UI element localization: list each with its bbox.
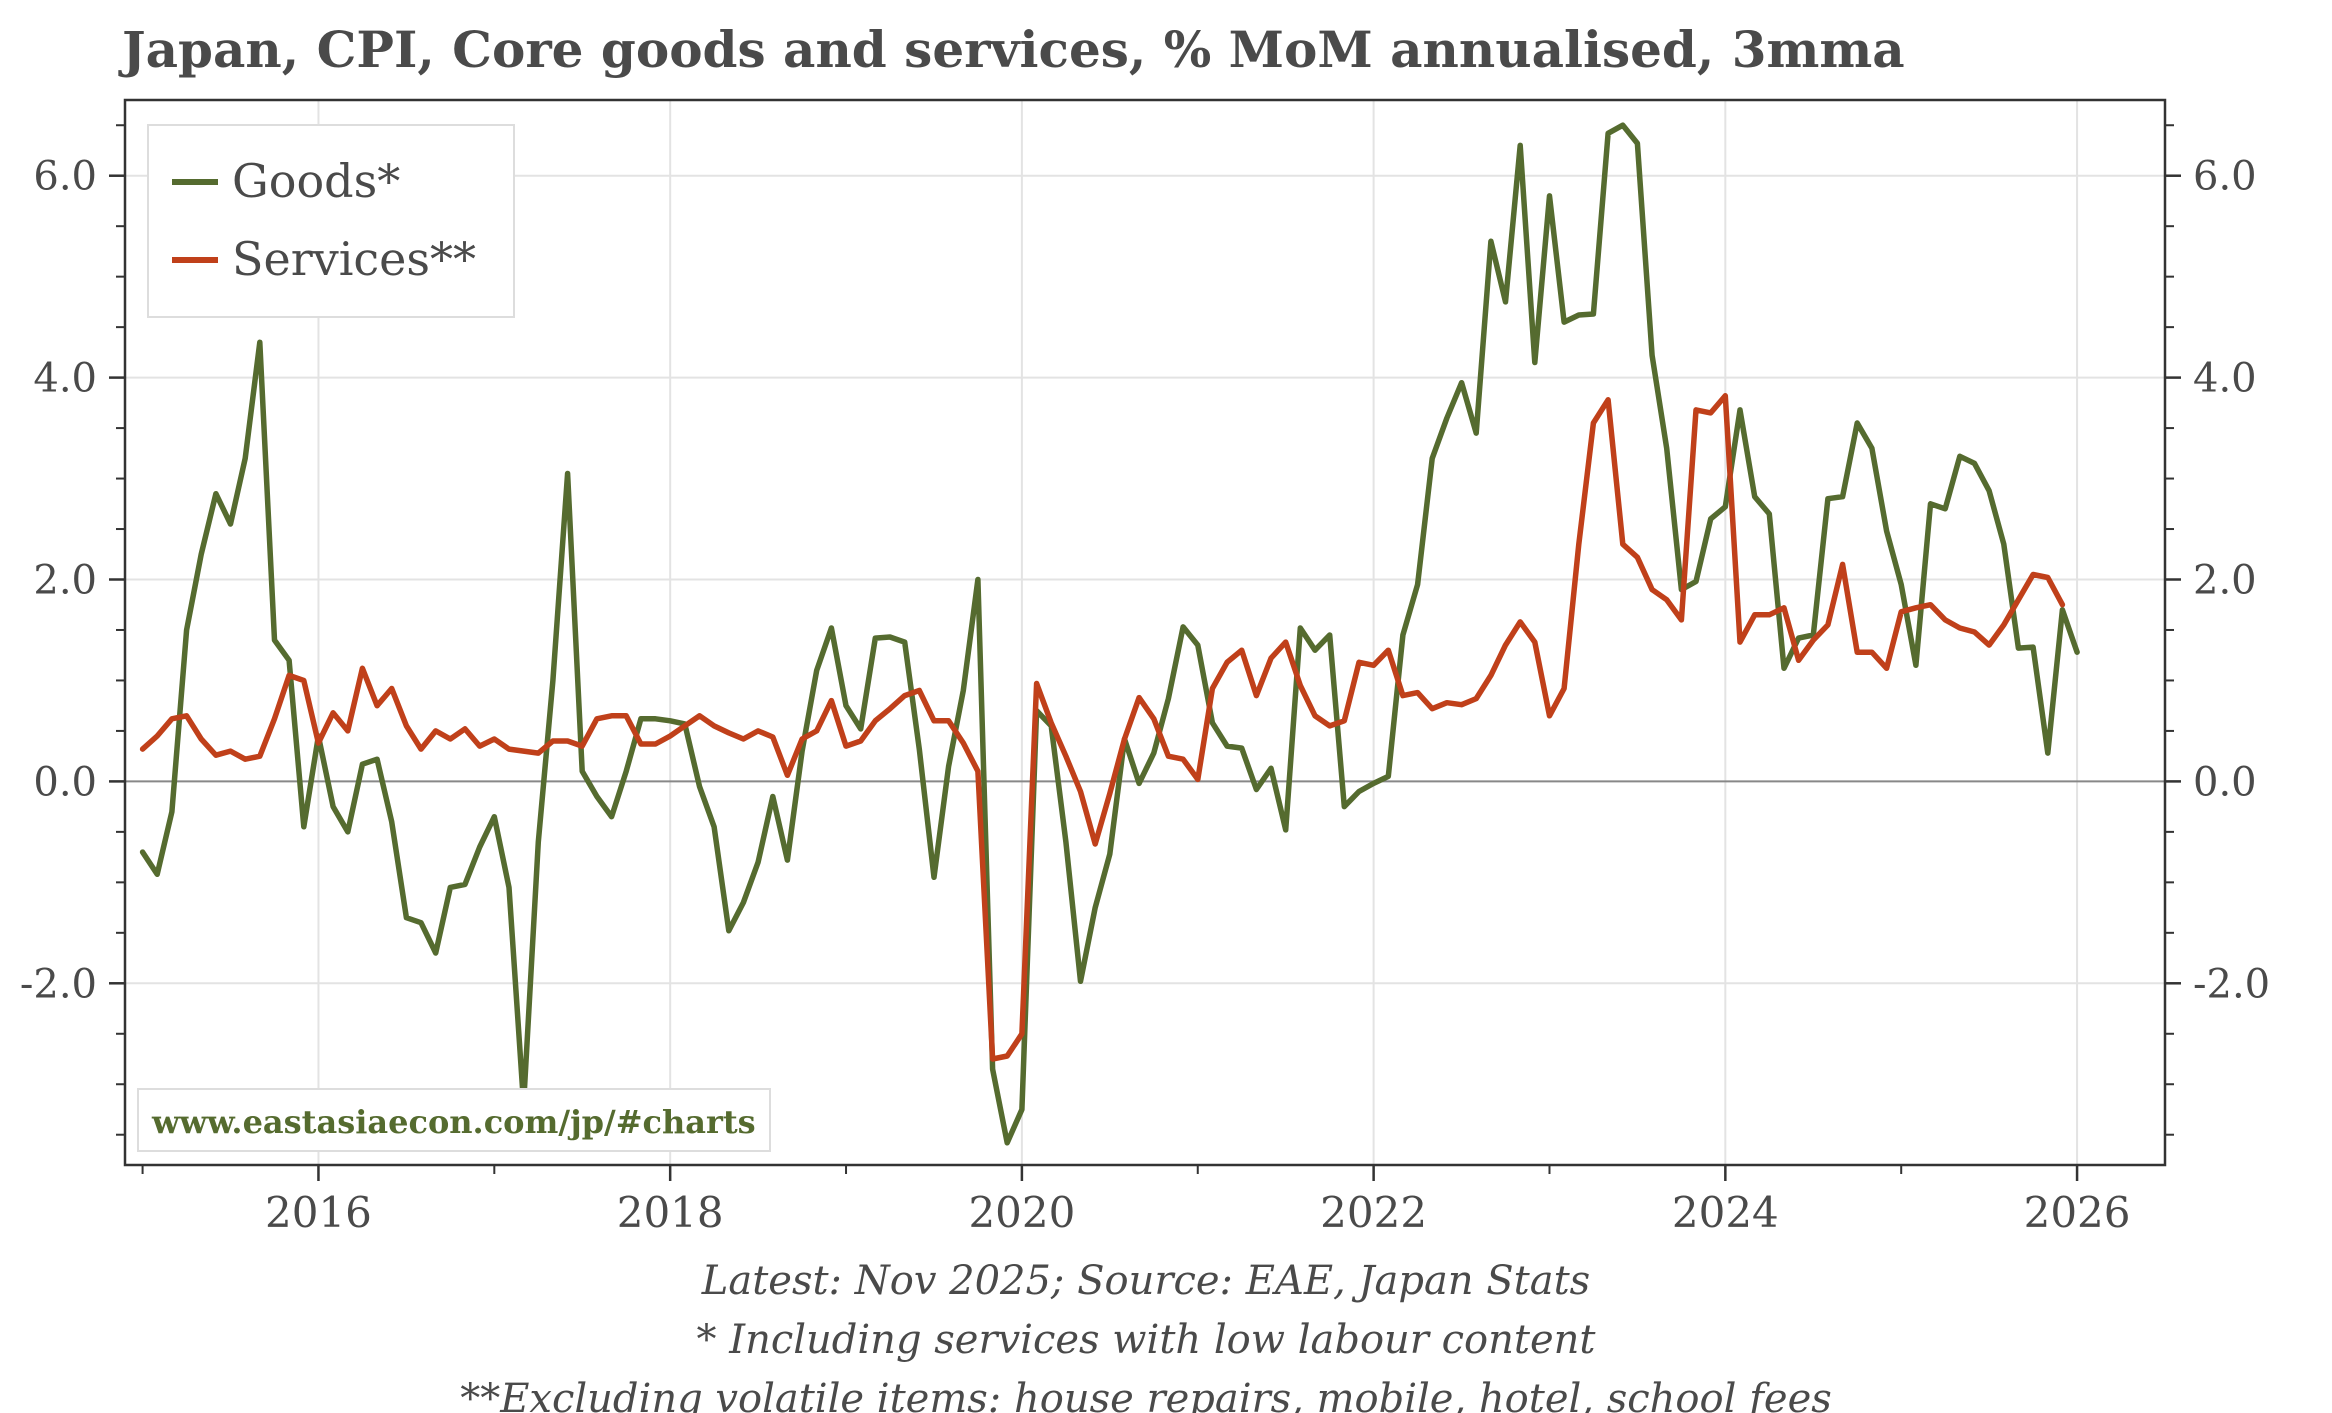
- goods-series-line: [139, 122, 2080, 1146]
- x-tick-label: 2026: [2024, 1188, 2131, 1237]
- watermark-box: www.eastasiaecon.com/jp/#charts: [137, 1088, 771, 1152]
- y-left-tick-label: 0.0: [33, 759, 97, 805]
- x-tick-label: 2018: [617, 1188, 724, 1237]
- services-series-line: [139, 393, 2066, 1062]
- y-right-tick-label: 0.0: [2193, 759, 2257, 805]
- plot-frame: [123, 98, 2167, 1167]
- x-tick-label: 2024: [1672, 1188, 1779, 1237]
- y-right-tick-label: 6.0: [2193, 154, 2257, 200]
- watermark-text: www.eastasiaecon.com/jp/#charts: [151, 1103, 756, 1141]
- axis-ticks: [109, 124, 2181, 1181]
- watermark-frame: [137, 1088, 771, 1152]
- legend: Goods* Services**: [147, 124, 515, 318]
- footnote-source: Latest: Nov 2025; Source: EAE, Japan Sta…: [701, 1258, 1590, 1304]
- legend-box: [147, 124, 515, 318]
- y-right-tick-label: 4.0: [2193, 356, 2257, 402]
- footnote-goods: * Including services with low labour con…: [697, 1317, 1597, 1363]
- x-tick-label: 2022: [1320, 1188, 1427, 1237]
- y-left-tick-label: -2.0: [20, 961, 97, 1007]
- chart-title: Japan, CPI, Core goods and services, % M…: [118, 20, 1905, 79]
- y-right-tick-label: -2.0: [2193, 961, 2270, 1007]
- x-tick-label: 2020: [968, 1188, 1075, 1237]
- x-tick-label: 2016: [265, 1188, 372, 1237]
- axis-labels: 2016 2018 2020 2022 2024 2026 6.0 6.0 4.0 4.0 2.0 2…: [20, 154, 2270, 1237]
- legend-goods-label: Goods*: [232, 154, 400, 208]
- y-left-tick-label: 4.0: [33, 356, 97, 402]
- y-left-tick-label: 6.0: [33, 154, 97, 200]
- y-left-tick-label: 2.0: [33, 558, 97, 604]
- legend-services-label: Services**: [232, 232, 476, 286]
- footnote-services: **Excluding volatile items: house repair…: [460, 1376, 1832, 1413]
- y-right-tick-label: 2.0: [2193, 558, 2257, 604]
